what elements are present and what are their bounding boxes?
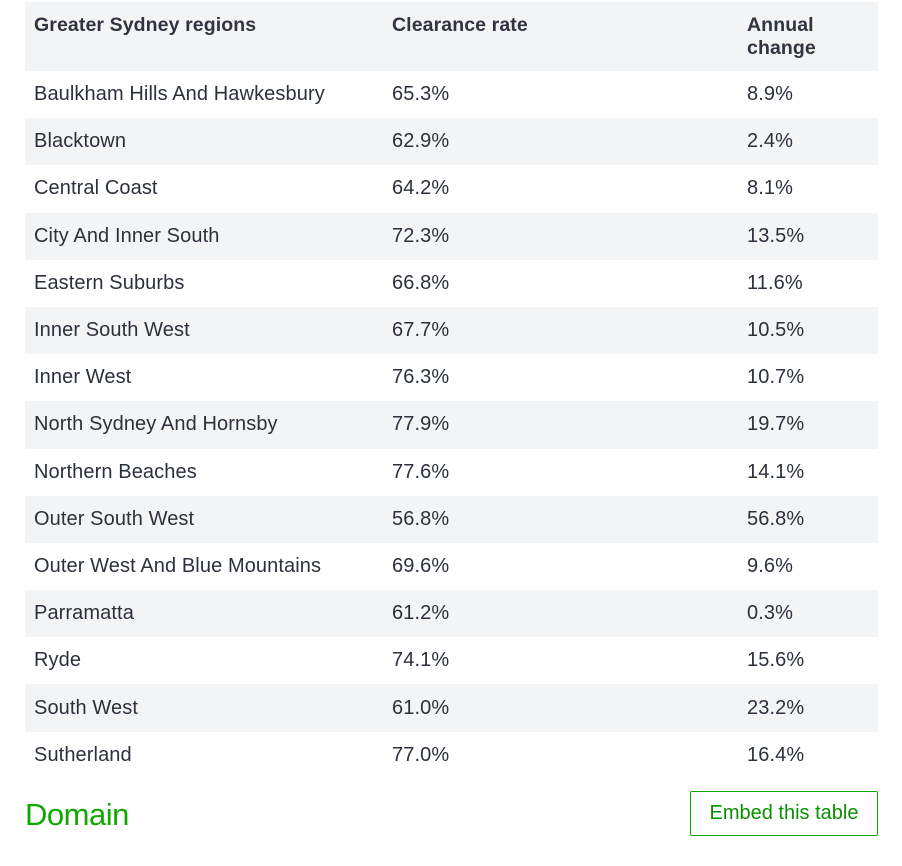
cell-clearance-rate: 69.6% <box>392 554 450 577</box>
header-annual-change: Annual change <box>747 2 878 60</box>
cell-region: Ryde <box>34 649 82 672</box>
cell-clearance-rate: 64.2% <box>392 177 450 200</box>
cell-region: South West <box>34 696 139 719</box>
cell-region: Inner West <box>34 366 132 389</box>
header-clearance-rate: Clearance rate <box>392 14 528 36</box>
cell-annual-change: 2.4% <box>747 130 793 153</box>
domain-logo[interactable]: Domain <box>25 797 129 832</box>
cell-region: City And Inner South <box>34 224 220 247</box>
cell-annual-change: 14.1% <box>747 460 805 483</box>
table-footer: Domain Embed this table <box>25 791 878 836</box>
table-row: Inner South West 67.7% 10.5% <box>25 306 878 355</box>
cell-clearance-rate: 61.2% <box>392 602 450 625</box>
cell-region: North Sydney And Hornsby <box>34 413 278 436</box>
cell-region: Outer South West <box>34 507 195 530</box>
cell-annual-change: 11.6% <box>747 271 803 294</box>
cell-annual-change: 56.8% <box>747 507 805 530</box>
cell-clearance-rate: 61.0% <box>392 696 450 719</box>
cell-annual-change: 0.3% <box>747 602 793 625</box>
table-row: Blacktown 62.9% 2.4% <box>25 118 878 166</box>
cell-region: Blacktown <box>34 130 127 153</box>
cell-clearance-rate: 67.7% <box>392 319 450 342</box>
cell-region: Outer West And Blue Mountains <box>34 554 322 577</box>
table-row: Ryde 74.1% 15.6% <box>25 637 878 684</box>
cell-region: Central Coast <box>34 177 158 200</box>
cell-annual-change: 8.1% <box>747 177 793 200</box>
table-row: Inner West 76.3% 10.7% <box>25 354 878 401</box>
table-row: Central Coast 64.2% 8.1% <box>25 165 878 212</box>
table-row: South West 61.0% 23.2% <box>25 684 878 732</box>
table-row: Eastern Suburbs 66.8% 11.6% <box>25 260 878 307</box>
table-row: North Sydney And Hornsby 77.9% 19.7% <box>25 401 878 449</box>
cell-annual-change: 9.6% <box>747 554 793 577</box>
table-row: Outer South West 56.8% 56.8% <box>25 495 878 543</box>
cell-annual-change: 19.7% <box>747 413 805 436</box>
cell-region: Baulkham Hills And Hawkesbury <box>34 83 325 106</box>
cell-clearance-rate: 76.3% <box>392 366 450 389</box>
cell-clearance-rate: 72.3% <box>392 224 450 247</box>
cell-clearance-rate: 77.9% <box>392 413 450 436</box>
header-annual-change-line2: change <box>747 37 816 59</box>
header-region: Greater Sydney regions <box>34 14 257 36</box>
table-row: Parramatta 61.2% 0.3% <box>25 590 878 638</box>
cell-clearance-rate: 77.6% <box>392 460 450 483</box>
table-row: Outer West And Blue Mountains 69.6% 9.6% <box>25 543 878 590</box>
table-row: Sutherland 77.0% 16.4% <box>25 732 878 779</box>
cell-annual-change: 13.5% <box>747 224 805 247</box>
cell-annual-change: 16.4% <box>747 743 805 766</box>
table-row: Northern Beaches 77.6% 14.1% <box>25 449 878 496</box>
embed-table-button[interactable]: Embed this table <box>690 791 878 836</box>
cell-clearance-rate: 56.8% <box>392 507 450 530</box>
cell-clearance-rate: 77.0% <box>392 743 450 766</box>
cell-region: Eastern Suburbs <box>34 271 185 294</box>
cell-region: Northern Beaches <box>34 460 197 483</box>
table-row: Baulkham Hills And Hawkesbury 65.3% 8.9% <box>25 71 878 118</box>
cell-annual-change: 10.7% <box>747 366 805 389</box>
table-header-row: Greater Sydney regions Clearance rate An… <box>25 2 878 71</box>
cell-clearance-rate: 74.1% <box>392 649 450 672</box>
clearance-table: Greater Sydney regions Clearance rate An… <box>25 2 878 779</box>
cell-annual-change: 10.5% <box>747 319 805 342</box>
cell-region: Parramatta <box>34 602 134 625</box>
cell-clearance-rate: 66.8% <box>392 271 450 294</box>
cell-region: Inner South West <box>34 319 190 342</box>
table-row: City And Inner South 72.3% 13.5% <box>25 212 878 260</box>
cell-annual-change: 15.6% <box>747 649 805 672</box>
cell-annual-change: 8.9% <box>747 83 793 106</box>
header-annual-change-line1: Annual <box>747 14 814 36</box>
cell-clearance-rate: 65.3% <box>392 83 450 106</box>
cell-clearance-rate: 62.9% <box>392 130 450 153</box>
table-body: Baulkham Hills And Hawkesbury 65.3% 8.9% Bl… <box>25 71 878 779</box>
cell-region: Sutherland <box>34 743 132 766</box>
cell-annual-change: 23.2% <box>747 696 805 719</box>
